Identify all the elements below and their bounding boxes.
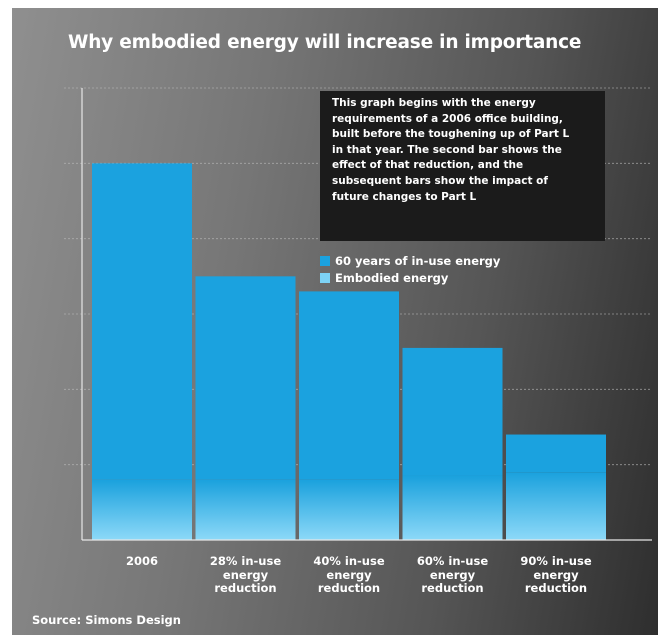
source-note: Source: Simons Design — [32, 613, 181, 627]
bar-embodied-energy — [92, 479, 192, 540]
x-tick-label-line: reduction — [214, 581, 277, 595]
x-tick-label: 60% in-use energy reduction — [403, 554, 503, 596]
legend-item-embodied: Embodied energy — [320, 269, 500, 286]
x-tick-label-line: reduction — [317, 581, 381, 595]
x-tick-label-line: 60% in-use — [416, 554, 489, 568]
annotation-line: subsequent bars show the impact of — [332, 174, 548, 187]
bar-embodied-energy — [506, 472, 606, 540]
x-tick-label: 90% in-use energy reduction — [506, 554, 606, 596]
legend-swatch-embodied — [320, 272, 330, 283]
legend-swatch-in-use — [320, 255, 330, 266]
bar-in-use-energy — [299, 291, 399, 480]
bar-embodied-energy — [195, 479, 296, 540]
legend-label-embodied: Embodied energy — [335, 270, 449, 285]
legend: 60 years of in-use energy Embodied energ… — [320, 252, 500, 286]
annotation-line: requirements of a 2006 office building, — [332, 112, 563, 125]
x-tick-label-line: 2006 — [125, 554, 158, 568]
bar-in-use-energy — [92, 163, 192, 480]
x-tick-label-line: energy — [533, 567, 579, 582]
x-tick-label: 28% in-use energy reduction — [196, 554, 296, 596]
annotation-box: This graph begins with the energy requir… — [320, 91, 605, 241]
x-tick-label-line: 90% in-use — [520, 554, 592, 568]
chart-title: Why embodied energy will increase in imp… — [68, 32, 582, 53]
legend-label-in-use: 60 years of in-use energy — [335, 253, 501, 268]
annotation-line: effect of that reduction, and the — [332, 159, 524, 172]
annotation-line: built before the toughening up of Part L — [332, 128, 570, 141]
annotation-line: in that year. The second bar shows the — [332, 143, 562, 156]
plot-area — [64, 87, 652, 541]
bar-in-use-energy — [506, 434, 606, 473]
bar-in-use-energy — [195, 276, 296, 480]
x-tick-label-line: reduction — [524, 581, 588, 595]
annotation-line: future changes to Part L — [332, 190, 477, 203]
bar-in-use-energy — [402, 347, 503, 476]
x-tick-label-line: reduction — [421, 581, 484, 595]
x-tick-label: 2006 — [92, 554, 192, 569]
x-tick-label-line: energy — [429, 567, 476, 582]
x-tick-label-line: 28% in-use — [209, 554, 282, 568]
bar-embodied-energy — [402, 475, 503, 540]
chart-panel: Why embodied energy will increase in imp… — [12, 8, 658, 635]
legend-item-in-use: 60 years of in-use energy — [320, 252, 500, 269]
x-tick-label-line: energy — [222, 567, 269, 582]
x-tick-label-line: energy — [326, 567, 372, 582]
bar-embodied-energy — [299, 479, 399, 540]
annotation-line: This graph begins with the energy — [332, 97, 536, 109]
x-tick-label-line: 40% in-use — [313, 554, 385, 568]
x-tick-label: 40% in-use energy reduction — [299, 554, 399, 596]
